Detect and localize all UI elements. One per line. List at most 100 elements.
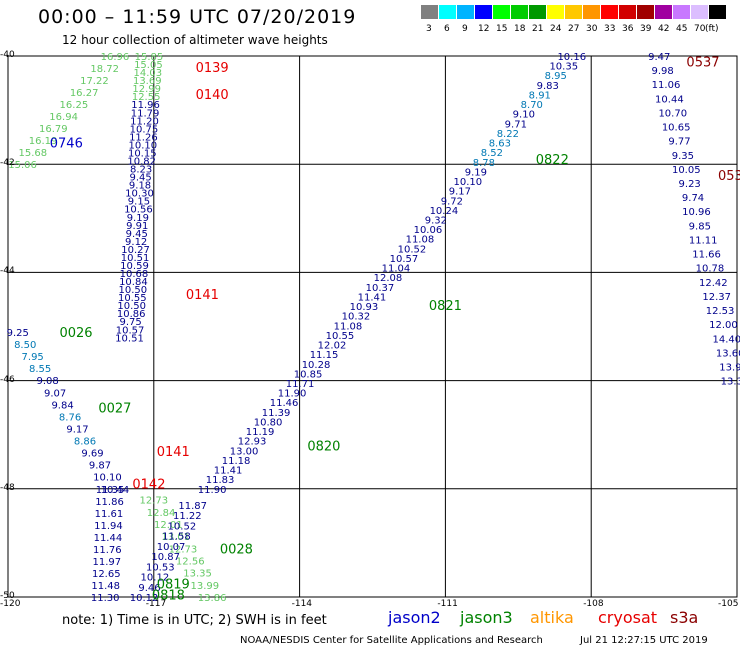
pass-time-label: 0818 xyxy=(152,588,185,603)
legend-label: 15 xyxy=(496,24,508,34)
legend-label: 39 xyxy=(640,24,652,34)
legend-label: 42 xyxy=(658,24,670,34)
wave-height-value: 13.35 xyxy=(183,569,212,580)
legend-label: 18 xyxy=(514,24,526,34)
wave-height-value: 8.91 xyxy=(529,90,551,101)
wave-height-value: 12.08 xyxy=(374,273,403,284)
wave-height-value: 12.65 xyxy=(92,569,121,580)
wave-height-value: 11.96 xyxy=(131,100,160,111)
wave-height-value: 10.52 xyxy=(398,244,427,255)
wave-height-value: 11.79 xyxy=(131,108,160,119)
wave-height-value: 10.55 xyxy=(118,293,147,304)
wave-height-value: 10.65 xyxy=(662,123,691,134)
wave-height-value: 9.25 xyxy=(7,328,29,339)
wave-height-value: 10.12 xyxy=(141,573,170,584)
lat-tick-label: -44 xyxy=(0,266,15,277)
wave-height-value: 9.72 xyxy=(441,196,463,207)
wave-height-value: 15.05 xyxy=(134,60,163,71)
wave-height-value: 10.82 xyxy=(127,156,156,167)
pass-time-label: 0821 xyxy=(429,299,462,314)
lat-tick-label: -40 xyxy=(0,50,15,60)
wave-height-value: 11.35 xyxy=(96,485,125,496)
wave-height-value: 10.57 xyxy=(116,325,145,336)
wave-height-value: 10.37 xyxy=(366,283,395,294)
wave-height-value: 12.55 xyxy=(132,92,161,103)
wave-height-value: 10.57 xyxy=(390,254,419,265)
wave-height-value: 11.41 xyxy=(358,292,387,303)
wave-height-value: 9.19 xyxy=(465,167,487,178)
legend-swatch xyxy=(565,5,582,19)
lon-tick-label: -114 xyxy=(291,599,313,609)
wave-height-value: 9.10 xyxy=(513,110,535,121)
legend-label: 6 xyxy=(444,24,450,34)
wave-height-value: 8.95 xyxy=(545,71,567,82)
pass-time-label: 0026 xyxy=(59,326,92,341)
wave-height-value: 11.08 xyxy=(406,235,435,246)
wave-height-value: 9.91 xyxy=(126,221,148,232)
wave-height-value: 12.99 xyxy=(132,84,161,95)
wave-height-value: 11.58 xyxy=(162,532,191,543)
wave-height-value: 8.78 xyxy=(473,158,495,169)
legend-label: 27 xyxy=(568,24,580,34)
wave-height-value: 9.17 xyxy=(66,424,88,435)
legend-label: 30 xyxy=(586,24,598,34)
wave-height-value: 10.59 xyxy=(120,261,149,272)
pass-time-label: 0028 xyxy=(220,542,253,557)
legend-label: 45 xyxy=(676,24,688,34)
wave-height-value: 17.22 xyxy=(80,76,109,87)
legend-label: 36 xyxy=(622,24,634,34)
lat-tick-label: -42 xyxy=(0,158,15,169)
wave-height-value: 10.06 xyxy=(414,225,443,236)
wave-height-value: 10.10 xyxy=(129,140,158,151)
wave-height-value: 11.90 xyxy=(278,389,307,400)
legend-swatch xyxy=(457,5,474,19)
wave-height-value: 11.71 xyxy=(286,379,315,390)
wave-height-value: 16.79 xyxy=(39,124,68,135)
wave-height-value: 8.86 xyxy=(74,437,96,448)
wave-height-value: 10.80 xyxy=(254,417,283,428)
wave-height-value: 10.10 xyxy=(454,177,483,188)
wave-height-value: 11.94 xyxy=(94,521,123,532)
wave-height-value: 11.06 xyxy=(652,80,681,91)
legend-swatch xyxy=(439,5,456,19)
legend-swatch xyxy=(709,5,726,19)
lon-tick-label: -111 xyxy=(437,599,458,609)
wave-height-value: 11.15 xyxy=(310,350,339,361)
legend-swatch xyxy=(547,5,564,19)
legend-swatch xyxy=(421,5,438,19)
lat-tick-label: -46 xyxy=(0,374,15,385)
wave-height-value: 10.68 xyxy=(120,269,149,280)
wave-height-value: 11.44 xyxy=(94,533,123,544)
wave-height-value: 11.11 xyxy=(689,235,718,246)
wave-height-value: 10.75 xyxy=(130,124,159,135)
wave-height-value: 9.71 xyxy=(505,119,527,130)
pass-time-label: 0139 xyxy=(196,61,229,76)
wave-height-value: 10.44 xyxy=(655,94,684,105)
pass-time-label: 0820 xyxy=(307,440,340,455)
wave-height-value: 9.46 xyxy=(138,583,160,594)
satellite-s3a: s3a xyxy=(670,608,699,627)
wave-height-value: 9.45 xyxy=(126,229,148,240)
wave-height-value: 8.63 xyxy=(489,139,511,150)
wave-height-value: 10.07 xyxy=(157,542,186,553)
generation-timestamp: Jul 21 12:27:15 UTC 2019 xyxy=(580,635,708,646)
wave-height-value: 10.96 xyxy=(682,207,711,218)
wave-height-value: 8.70 xyxy=(521,100,543,111)
legend-swatch xyxy=(619,5,636,19)
wave-height-value: 11.86 xyxy=(95,497,124,508)
legend-swatch xyxy=(511,5,528,19)
wave-height-value: 11.61 xyxy=(95,509,124,520)
wave-height-value: 10.12 xyxy=(130,593,159,604)
wave-height-value: 11.30 xyxy=(91,593,120,604)
wave-height-value: 11.39 xyxy=(262,408,291,419)
credit-line: NOAA/NESDIS Center for Satellite Applica… xyxy=(240,635,543,646)
wave-height-value: 9.45 xyxy=(129,173,151,184)
wave-height-value: 12.73 xyxy=(139,496,168,507)
wave-height-value: 13.60 xyxy=(716,348,740,359)
pass-time-label: 0537 xyxy=(686,55,719,70)
wave-height-value: 9.17 xyxy=(449,187,471,198)
wave-height-value: 11.90 xyxy=(198,485,227,496)
wave-height-value: 11.20 xyxy=(130,116,159,127)
pass-time-label: 0027 xyxy=(98,402,131,417)
wave-height-value: 18.72 xyxy=(90,64,119,75)
